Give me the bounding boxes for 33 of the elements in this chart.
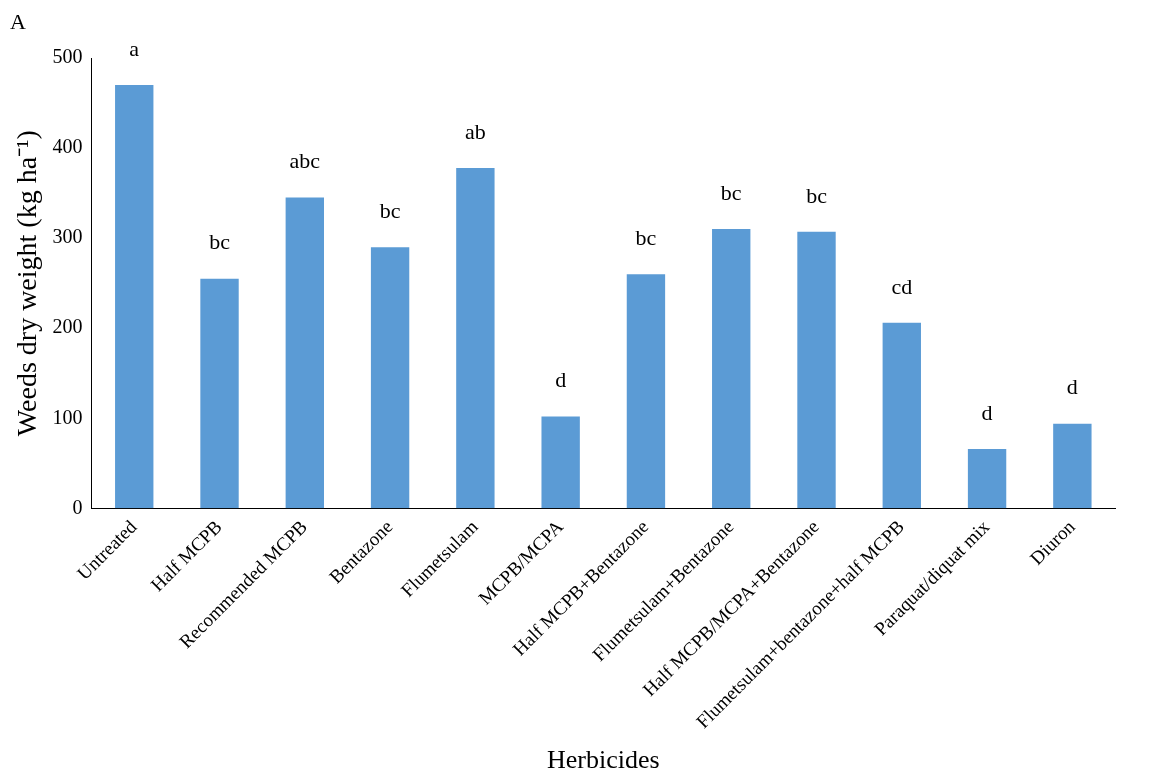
data-label: d	[555, 367, 567, 393]
data-label: bc	[379, 197, 401, 223]
y-tick-label: 200	[52, 315, 83, 338]
bar	[967, 448, 1007, 509]
bar	[797, 231, 836, 509]
text: A	[10, 8, 26, 34]
data-label: abc	[289, 148, 321, 174]
bar	[541, 416, 580, 509]
bar	[370, 247, 410, 509]
bar	[626, 274, 666, 509]
data-label: bc	[635, 224, 657, 250]
x-axis-title: Herbicides	[546, 745, 660, 775]
data-label: a	[129, 35, 140, 61]
bar	[456, 167, 495, 509]
data-label: d	[981, 399, 993, 425]
bar	[1053, 423, 1092, 509]
bar	[115, 85, 154, 509]
y-axis-title: Weeds dry weight (kg ha⁻¹)	[11, 130, 43, 437]
y-tick-label: 300	[52, 225, 83, 248]
y-tick-label: 0	[72, 495, 83, 518]
bar	[882, 322, 921, 509]
y-tick-label: 400	[52, 135, 83, 158]
data-label: bc	[806, 182, 828, 208]
data-label: bc	[209, 229, 231, 255]
y-tick-label: 500	[52, 45, 83, 68]
y-tick-label: 100	[52, 405, 83, 428]
data-label: bc	[720, 179, 742, 205]
data-label: cd	[891, 273, 913, 299]
bar	[200, 278, 239, 509]
bar	[285, 197, 324, 509]
bar	[712, 229, 751, 509]
data-label: d	[1066, 374, 1078, 400]
data-label: ab	[464, 118, 486, 144]
